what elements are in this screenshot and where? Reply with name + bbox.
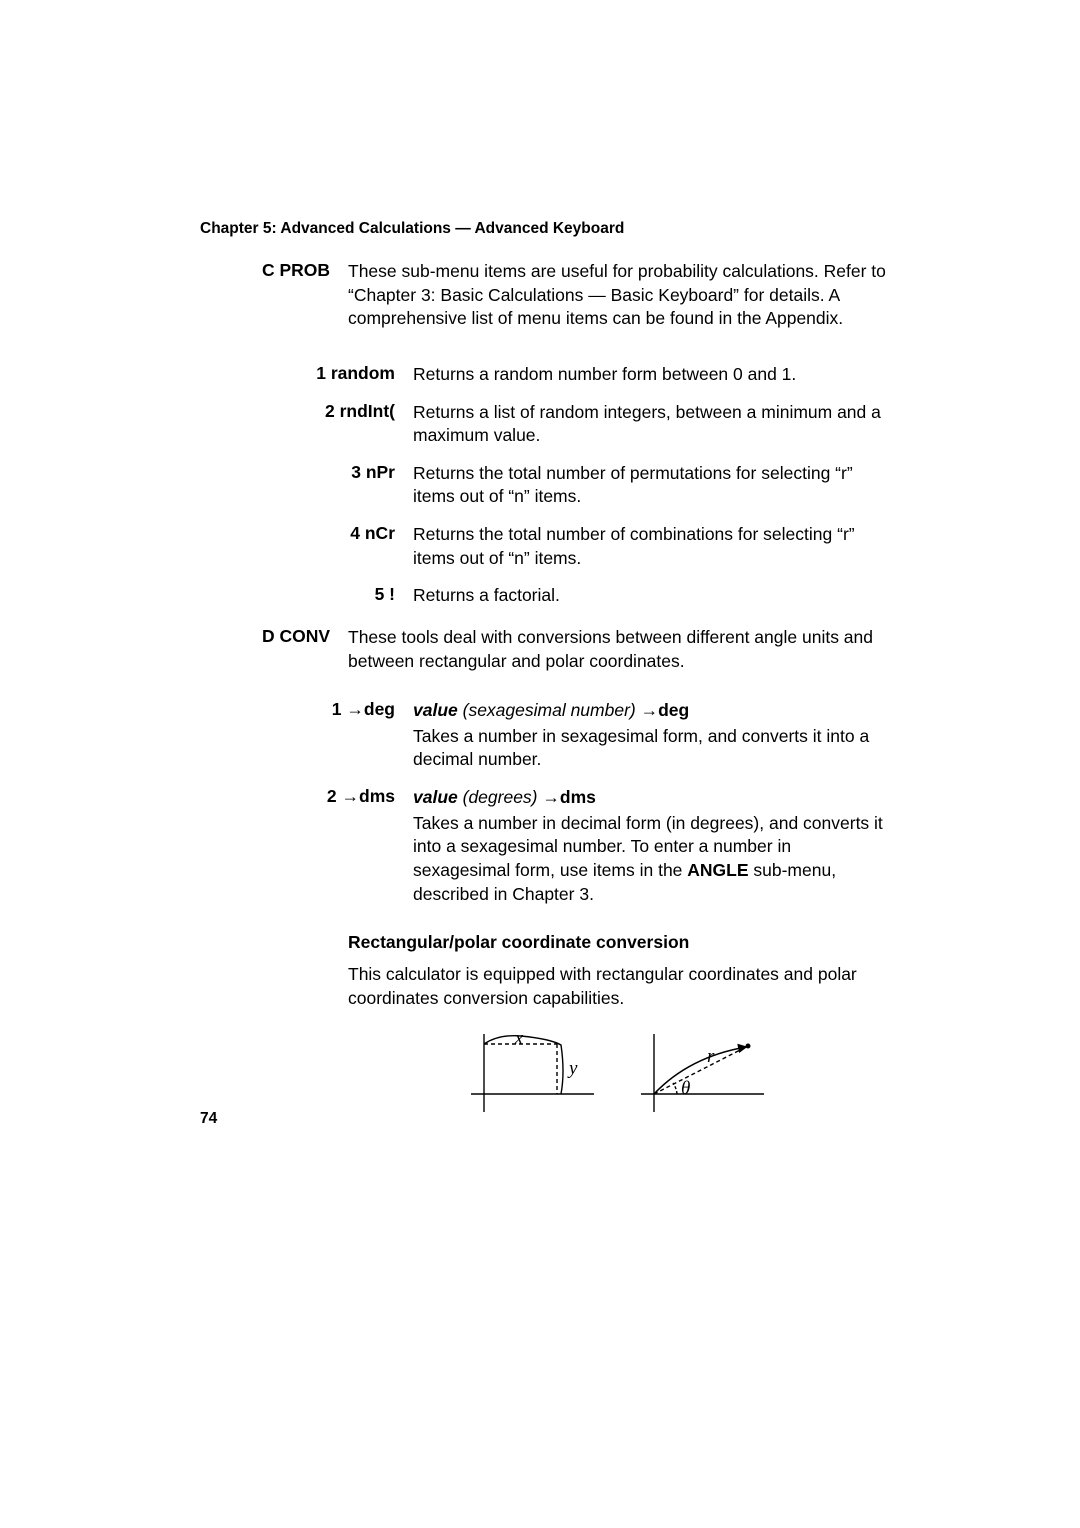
syntax-end: dms [560, 787, 596, 807]
syntax-paren: (degrees) [458, 787, 543, 807]
section-desc-dconv: These tools deal with conversions betwee… [348, 626, 890, 673]
item-random: 1 random Returns a random number form be… [200, 363, 900, 387]
item-npr: 3 nPr Returns the total number of permut… [200, 462, 900, 509]
document-page: Chapter 5: Advanced Calculations — Advan… [0, 0, 1080, 1528]
chapter-header: Chapter 5: Advanced Calculations — Advan… [200, 220, 624, 238]
item-label-random: 1 random [200, 363, 413, 384]
item-desc-npr: Returns the total number of permutations… [413, 462, 890, 509]
item-ncr: 4 nCr Returns the total number of combin… [200, 523, 900, 570]
syntax-value: value [413, 787, 458, 807]
item-desc-fact: Returns a factorial. [413, 584, 890, 608]
item-label-rndint: 2 rndInt( [200, 401, 413, 422]
item-label-dms: 2 →dms [200, 786, 413, 807]
page-number: 74 [200, 1110, 217, 1128]
item-desc-ncr: Returns the total number of combinations… [413, 523, 890, 570]
arrow-icon: → [542, 787, 560, 807]
item-label-npr: 3 nPr [200, 462, 413, 483]
content-body: C PROB These sub-menu items are useful f… [200, 260, 900, 1122]
label-theta: θ [681, 1078, 690, 1099]
section-desc-cprob: These sub-menu items are useful for prob… [348, 260, 890, 331]
arrow-icon: → [342, 786, 360, 806]
coordinate-diagram-svg: x y r θ [459, 1032, 779, 1122]
item-desc-dms: value (degrees) →dms Takes a number in d… [413, 786, 890, 906]
heading-rect-polar: Rectangular/polar coordinate conversion [348, 932, 890, 953]
item-rest-dms: dms [359, 786, 395, 806]
item-rest-deg: deg [364, 699, 395, 719]
arrow-icon: → [641, 700, 659, 720]
item-fact: 5 ! Returns a factorial. [200, 584, 900, 608]
section-label-cprob: C PROB [200, 260, 348, 281]
syntax-line-dms: value (degrees) →dms [413, 786, 890, 810]
syntax-line-deg: value (sexagesimal number) →deg [413, 699, 890, 723]
body-rect-polar: This calculator is equipped with rectang… [348, 963, 890, 1010]
item-label-fact: 5 ! [200, 584, 413, 605]
item-rndint: 2 rndInt( Returns a list of random integ… [200, 401, 900, 448]
label-y: y [567, 1058, 578, 1079]
item-label-ncr: 4 nCr [200, 523, 413, 544]
section-cprob: C PROB These sub-menu items are useful f… [200, 260, 900, 331]
item-label-deg: 1 →deg [200, 699, 413, 720]
item-desc-rndint: Returns a list of random integers, betwe… [413, 401, 890, 448]
item-desc-deg: value (sexagesimal number) →deg Takes a … [413, 699, 890, 772]
syntax-end: deg [658, 700, 689, 720]
section-dconv: D CONV These tools deal with conversions… [200, 626, 900, 673]
item-dms: 2 →dms value (degrees) →dms Takes a numb… [200, 786, 900, 906]
label-r: r [707, 1046, 715, 1067]
item-body-deg: Takes a number in sexagesimal form, and … [413, 726, 869, 770]
coordinate-diagram: x y r θ [348, 1032, 890, 1122]
syntax-paren: (sexagesimal number) [458, 700, 641, 720]
item-deg: 1 →deg value (sexagesimal number) →deg T… [200, 699, 900, 772]
item-num-deg: 1 [332, 699, 347, 719]
item-num-dms: 2 [327, 786, 342, 806]
item-body-dms-bold: ANGLE [687, 860, 748, 880]
label-x: x [514, 1032, 524, 1049]
syntax-value: value [413, 700, 458, 720]
arrow-icon: → [346, 699, 364, 719]
item-desc-random: Returns a random number form between 0 a… [413, 363, 890, 387]
section-label-dconv: D CONV [200, 626, 348, 647]
